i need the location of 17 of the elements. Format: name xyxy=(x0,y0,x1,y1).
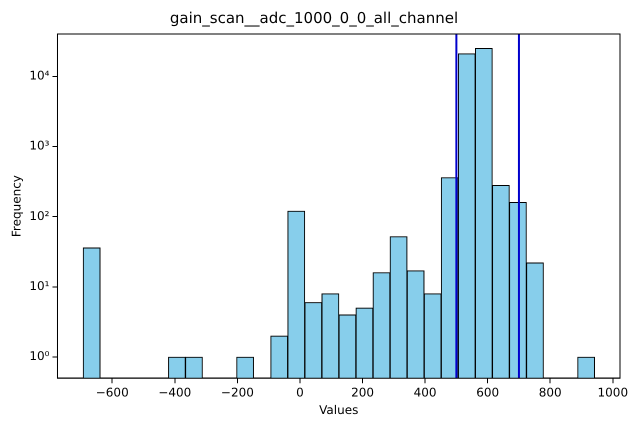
x-tick-label: 400 xyxy=(414,386,437,400)
x-axis-title: Values xyxy=(319,402,358,417)
y-tick-label: 10⁰ xyxy=(29,349,50,364)
y-tick-label: 10³ xyxy=(29,138,50,153)
chart-title: gain_scan__adc_1000_0_0_all_channel xyxy=(170,8,458,27)
x-tick-label: 600 xyxy=(476,386,500,400)
x-tick-label: −400 xyxy=(158,386,192,400)
x-tick-label: 0 xyxy=(296,386,304,400)
y-axis-title: Frequency xyxy=(9,175,24,238)
x-tick-label: −200 xyxy=(220,386,254,400)
y-tick-label: 10² xyxy=(29,208,50,223)
x-tick-label: 800 xyxy=(538,386,562,400)
y-tick-label: 10¹ xyxy=(29,278,50,293)
x-tick-label: 200 xyxy=(351,386,374,400)
x-tick-label: 1000 xyxy=(598,386,628,400)
y-tick-label: 10⁴ xyxy=(29,68,50,82)
x-tick-label: −600 xyxy=(96,386,129,400)
